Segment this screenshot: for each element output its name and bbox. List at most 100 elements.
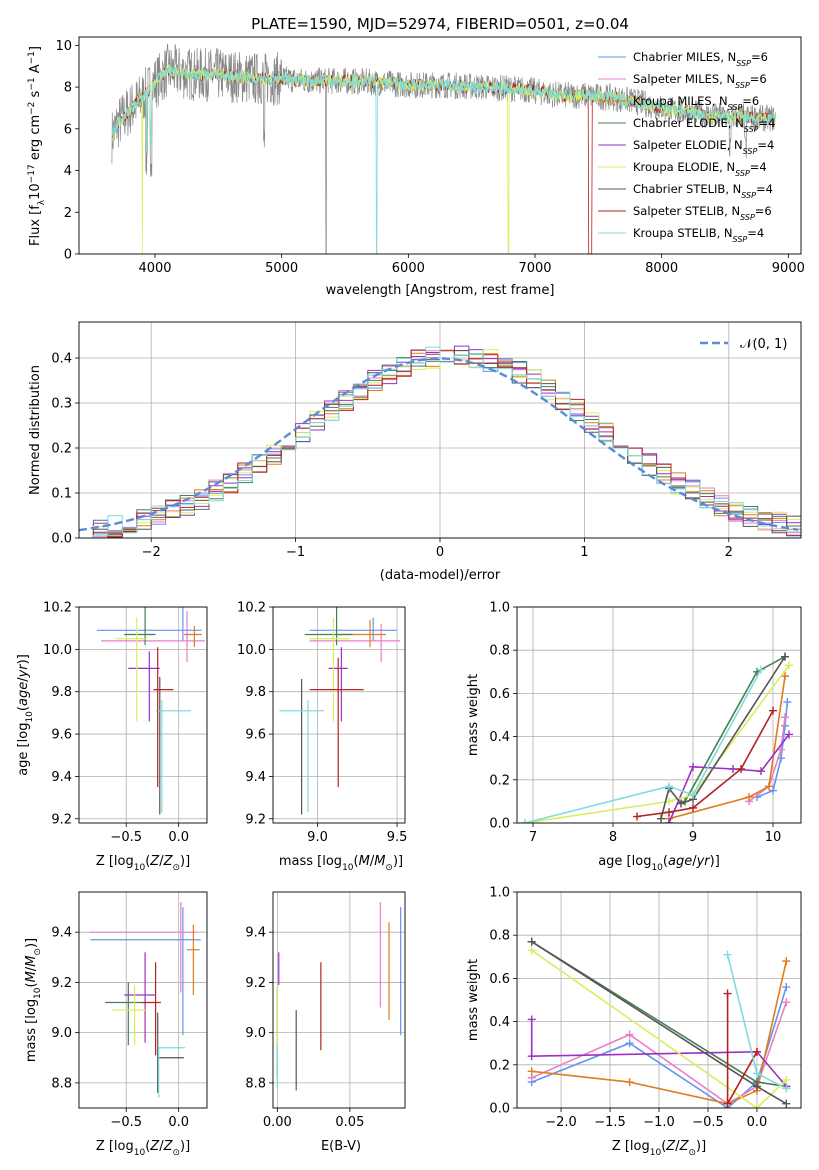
legend-sub: SSP	[733, 235, 748, 244]
axes-frame	[78, 36, 802, 255]
label-part: ⊙	[172, 863, 180, 873]
label-part: /	[370, 854, 375, 869]
x-tick-label: −2.0	[545, 1115, 577, 1130]
x-tick-label: 0.00	[263, 1115, 292, 1130]
y-tick-label: 9.8	[51, 685, 72, 700]
y-tick-label: 0.8	[489, 929, 510, 944]
label-part: ⊙	[688, 1148, 696, 1158]
weight-marker	[782, 1075, 791, 1084]
y-tick-label: 1.0	[489, 886, 510, 901]
weight-marker	[757, 665, 765, 674]
error-point	[115, 617, 148, 722]
x-tick-label: 6000	[392, 261, 425, 276]
label-part: −2	[27, 102, 37, 115]
y-tick-label: 0.0	[51, 532, 72, 547]
label-part: age [log	[16, 723, 31, 776]
weight-marker	[737, 765, 745, 773]
legend-sub: SSP	[740, 213, 755, 222]
x-tick-label: 2	[725, 545, 733, 560]
label-part: 10	[25, 711, 35, 723]
error-point	[187, 924, 200, 995]
weight-marker	[527, 1067, 536, 1076]
label-part: ⊙	[385, 863, 393, 873]
label-part: A	[28, 64, 43, 77]
x-axis-label: Z [log10(Z/Z⊙)]	[612, 1139, 706, 1158]
x-tick-label: −1.0	[643, 1115, 675, 1130]
error-point	[90, 907, 201, 1036]
plot-area	[521, 652, 793, 823]
y-tick-label: 10.0	[43, 643, 72, 658]
label-part: age [log	[598, 854, 651, 869]
legend-entry: Chabrier ELODIE, NSSP=4	[633, 116, 775, 134]
y-axis-label: mass weight	[466, 959, 481, 1041]
x-tick-label: 0	[436, 545, 444, 560]
weight-z-panel: −2.0 −1.5 −1.0 −0.5 0.0 0.0 0.2 0.4 0.6 0.8 1.0 mas…	[466, 886, 802, 1158]
label-part: 10	[342, 863, 354, 873]
label-part: Z [log	[96, 854, 134, 869]
plot-area	[111, 43, 777, 254]
x-tick-label: −0.5	[692, 1115, 724, 1130]
legend-eq: =4	[750, 160, 767, 174]
x-tick-label: 1	[580, 545, 588, 560]
ebv-mass-panel: 0.00 0.05 8.8 9.0 9.2 9.4 E(B-V)	[245, 891, 406, 1154]
legend-sub: SSP	[741, 191, 756, 200]
figure-title: PLATE=1590, MJD=52974, FIBERID=0501, z=0…	[251, 15, 629, 33]
weight-line	[636, 710, 774, 818]
y-tick-label: 0.4	[489, 1015, 510, 1030]
y-tick-label: 0.8	[489, 644, 510, 659]
residual-panel: −2 −1 0 1 2 0.0 0.1 0.2 0.3 0.4 𝒩(0, 1) Normed dist…	[28, 321, 802, 583]
y-tick-label: 9.4	[51, 770, 72, 785]
label-part: /	[24, 966, 39, 971]
weight-marker	[527, 1015, 536, 1024]
y-tick-label: 6	[64, 122, 72, 137]
x-tick-label: −0.5	[110, 1115, 142, 1130]
x-tick-label: −2	[142, 545, 161, 560]
label-part: Z	[149, 854, 160, 869]
weight-line	[748, 717, 786, 803]
weight-line	[726, 993, 758, 1107]
y-tick-label: 1.0	[489, 601, 510, 616]
x-tick-label: 5000	[265, 261, 298, 276]
weight-marker	[689, 762, 697, 771]
weight-marker	[723, 989, 732, 998]
y-tick-label: 4	[64, 164, 72, 179]
label-part: Z	[163, 854, 174, 869]
weight-marker	[689, 803, 697, 812]
axes-frame	[272, 891, 406, 1109]
weight-marker	[657, 814, 665, 823]
weight-line	[530, 1019, 787, 1087]
weight-marker	[752, 1047, 761, 1056]
plot-area	[89, 902, 201, 1098]
y-tick-label: 0.0	[489, 1102, 510, 1117]
error-point	[309, 657, 364, 787]
label-part: ⊙	[33, 948, 43, 956]
x-tick-label: 9.0	[307, 830, 328, 845]
label-part: λ	[37, 199, 47, 205]
legend-eq: =6	[755, 204, 772, 218]
y-tick-label: 10.2	[43, 601, 72, 616]
x-axis-label: E(B-V)	[321, 1139, 361, 1154]
label-part: age	[668, 854, 692, 869]
x-tick-label: 7	[529, 830, 537, 845]
weight-marker	[745, 793, 753, 802]
error-point	[89, 902, 198, 993]
label-part: /	[159, 854, 164, 869]
y-tick-label: 0.4	[51, 352, 72, 367]
label-part: )]	[24, 938, 39, 948]
x-tick-label: 9.5	[387, 830, 408, 845]
y-tick-label: 0.2	[489, 773, 510, 788]
weight-marker	[625, 1030, 634, 1039]
weight-marker	[729, 765, 737, 773]
y-tick-label: 9.0	[245, 1026, 266, 1041]
y-tick-label: 0.2	[489, 1058, 510, 1073]
legend-text: Kroupa ELODIE, N	[633, 160, 735, 174]
weight-marker	[677, 799, 685, 808]
error-point	[158, 1047, 185, 1098]
legend-entry: Kroupa MILES, NSSP=6	[633, 94, 759, 112]
plot-area	[96, 607, 205, 815]
weight-marker	[757, 767, 765, 776]
error-point	[279, 700, 324, 813]
legend-eq: =6	[750, 72, 767, 86]
